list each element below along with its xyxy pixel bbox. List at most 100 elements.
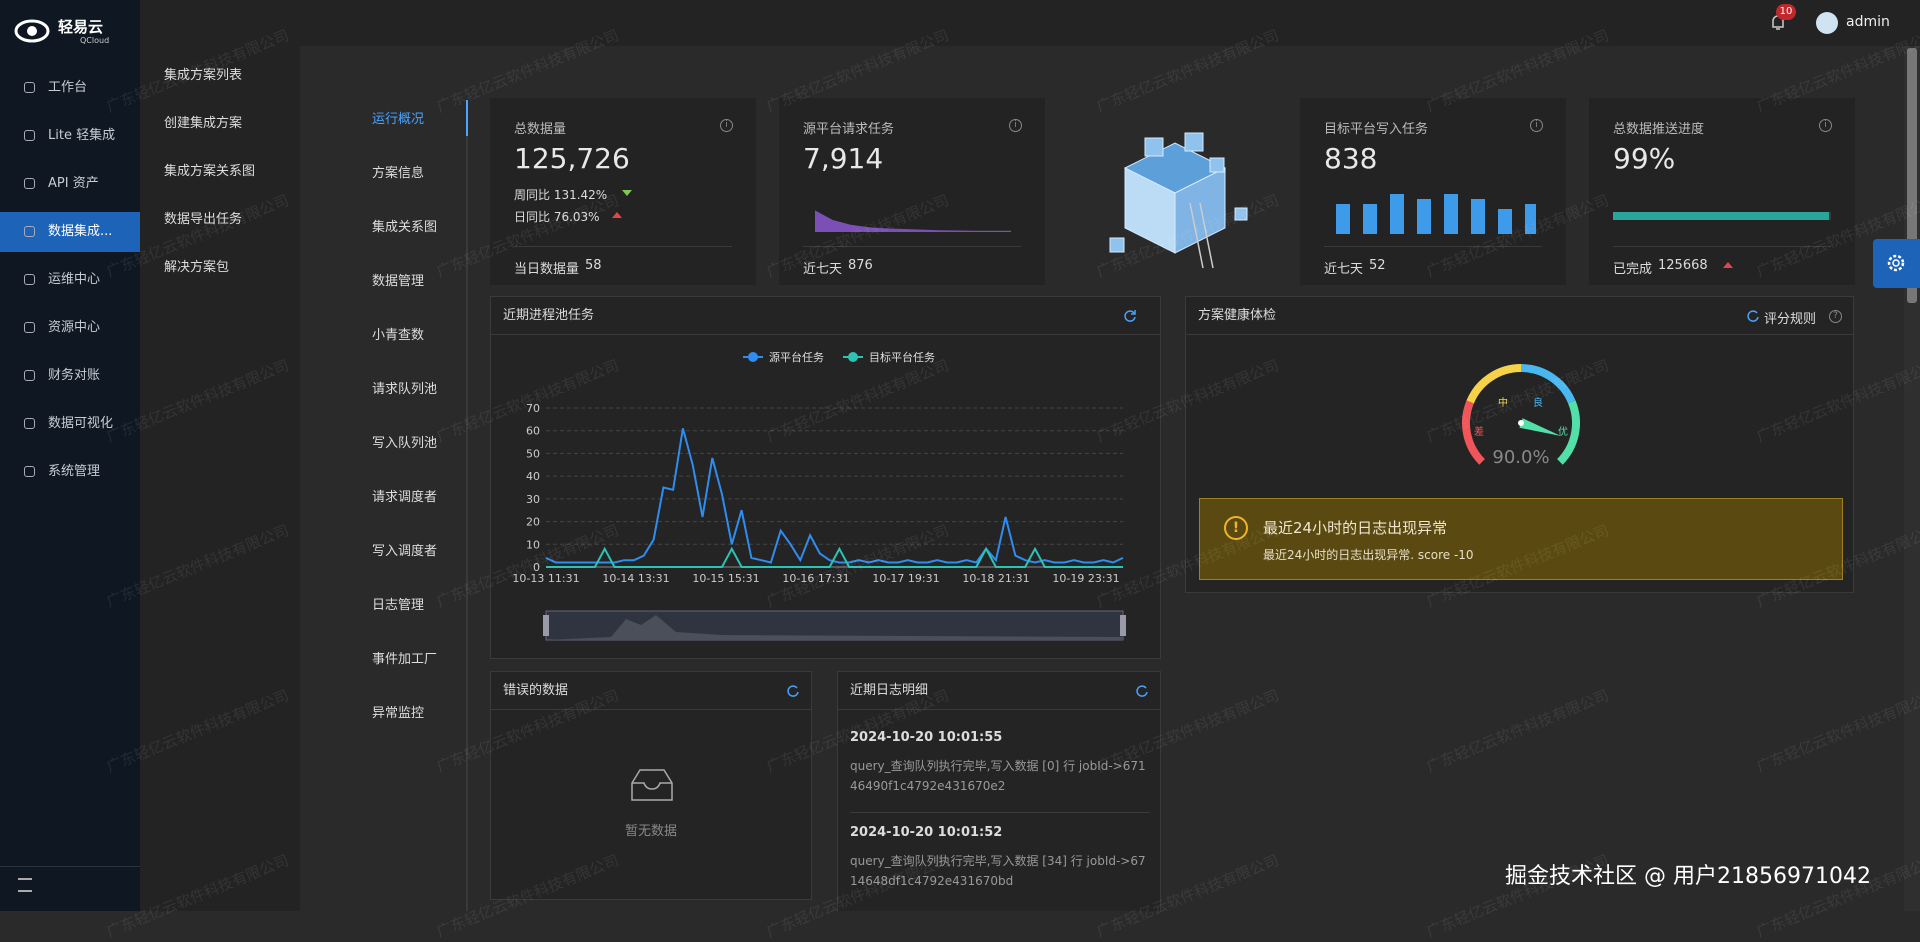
zone-label: 差 [1474, 425, 1484, 438]
card-value: 125,726 [514, 142, 630, 175]
empty-icon [631, 769, 673, 801]
legend-label: 源平台任务 [769, 350, 824, 364]
menu-item[interactable]: 财务对账 [0, 356, 140, 396]
series-line [546, 546, 1123, 568]
scrollbar [1904, 46, 1920, 911]
user-name[interactable]: admin [1846, 14, 1890, 30]
health-panel: 方案健康体检 评分规则 ? 差 中 良优 90.0% ! 最近24小时的日志出现异常 … [1185, 296, 1854, 593]
tab[interactable]: 请求调度者 [372, 490, 438, 505]
refresh-icon[interactable] [786, 684, 800, 698]
menu-item[interactable]: API 资产 [0, 164, 140, 204]
panel-title: 近期进程池任务 [491, 297, 1160, 335]
menu-item[interactable]: 资源中心 [0, 308, 140, 348]
y-tick-label: 60 [526, 425, 540, 438]
info-icon: i [720, 119, 733, 132]
bar [1525, 204, 1536, 234]
bar-chart [1336, 194, 1536, 234]
logo [14, 19, 50, 43]
gauge-label: 90.0% [1492, 447, 1549, 468]
bar [1444, 194, 1458, 234]
menu-icon [24, 226, 35, 237]
info-icon: i [1009, 119, 1022, 132]
log-time: 2024-10-20 10:01:55 [850, 730, 1003, 745]
card-value: 7,914 [803, 142, 884, 175]
menu-icon [24, 466, 35, 477]
menu-item[interactable]: 工作台 [0, 68, 140, 108]
tab[interactable]: 事件加工厂 [372, 652, 438, 667]
menu-item[interactable]: 数据可视化 [0, 404, 140, 444]
y-tick-label: 40 [526, 470, 540, 483]
tab[interactable]: 小青查数 [372, 328, 425, 343]
zone-label: 中 [1498, 396, 1508, 409]
foot-value: 52 [1369, 258, 1386, 273]
credit: 掘金技术社区 @ 用户21856971042 [1505, 864, 1871, 889]
tab[interactable]: 运行概况 [372, 112, 425, 127]
bar [1363, 204, 1377, 234]
gauge-arc [1556, 400, 1580, 465]
legend-dot [748, 352, 758, 362]
stat-card: 总数据量 i 125,726 当日数据量 58 周同比 131.42% 日同比 76.03% [490, 98, 756, 285]
sparkline-area [815, 210, 1011, 232]
tab[interactable]: 写入调度者 [372, 544, 438, 559]
sparkline-chart [815, 210, 1011, 232]
tab[interactable]: 写入队列池 [372, 436, 438, 451]
card-divider [1613, 246, 1831, 247]
empty-text: 暂无数据 [624, 824, 677, 839]
info-icon: i [1819, 119, 1832, 132]
submenu-item[interactable]: 解决方案包 [164, 260, 230, 275]
card-title: 总数据量 [514, 122, 567, 137]
alert-title: 最近24小时的日志出现异常 [1263, 519, 1448, 537]
bar [1417, 199, 1431, 234]
log-divider [850, 812, 1150, 813]
menu-icon [24, 82, 35, 93]
log-time: 2024-10-20 10:01:52 [850, 825, 1003, 840]
submenu-item[interactable]: 数据导出任务 [164, 212, 243, 227]
up-arrow [1723, 257, 1733, 268]
menu-item[interactable]: 系统管理 [0, 452, 140, 492]
menu-item[interactable]: 运维中心 [0, 260, 140, 300]
menu-icon [24, 178, 35, 189]
collapse-icon[interactable] [18, 878, 32, 892]
tab[interactable]: 异常监控 [372, 706, 425, 721]
foot-value: 125668 [1658, 258, 1708, 273]
tab[interactable]: 集成关系图 [372, 220, 438, 235]
menu-item[interactable]: Lite 轻集成 [0, 116, 140, 156]
tab[interactable]: 日志管理 [372, 598, 425, 613]
logs-panel: 近期日志明细 2024-10-20 10:01:55 query_查询队列执行完毕… [837, 671, 1161, 911]
submenu: 集成方案列表 创建集成方案 集成方案关系图 数据导出任务 解决方案包 [140, 0, 300, 911]
zoom-handle[interactable] [1120, 615, 1126, 636]
progress-bar [1613, 212, 1829, 220]
zoom-preview [546, 615, 1123, 640]
x-tick-label: 10-14 13:31 [602, 572, 669, 585]
stat-card: 总数据推送进度 i 99% 已完成 125668 [1589, 98, 1855, 285]
refresh-icon[interactable] [1135, 684, 1149, 698]
watermark: 广东轻亿云软件科技有限公司 [1423, 686, 1612, 776]
menu-icon [24, 274, 35, 285]
submenu-item[interactable]: 创建集成方案 [164, 116, 243, 131]
tab[interactable]: 数据管理 [372, 274, 425, 289]
menu-item[interactable]: 数据集成... [0, 212, 140, 252]
avatar[interactable] [1816, 12, 1838, 34]
card-divider [803, 246, 1021, 247]
tab[interactable]: 方案信息 [372, 166, 425, 181]
bar [1336, 204, 1350, 234]
card-divider [514, 246, 732, 247]
rule-link[interactable]: 评分规则 [1764, 312, 1817, 327]
zoom-handle[interactable] [543, 615, 549, 636]
foot-label: 已完成 [1613, 262, 1653, 277]
settings-button[interactable] [1873, 239, 1920, 288]
submenu-item[interactable]: 集成方案关系图 [164, 164, 256, 179]
refresh-icon[interactable] [1123, 309, 1137, 323]
tab[interactable]: 请求队列池 [372, 382, 438, 397]
x-tick-label: 10-19 23:31 [1052, 572, 1119, 585]
alert: ! 最近24小时的日志出现异常 最近24小时的日志出现异常. score -10 [1199, 498, 1843, 580]
card-value: 99% [1613, 142, 1676, 175]
refresh-icon[interactable] [1746, 309, 1760, 323]
submenu-item[interactable]: 集成方案列表 [164, 68, 243, 83]
tab-indicator [466, 100, 468, 136]
help-icon[interactable]: ? [1829, 310, 1842, 323]
divider [0, 866, 140, 867]
y-tick-label: 20 [526, 516, 540, 529]
day-ratio: 日同比 76.03% [514, 210, 600, 224]
panel-title: 方案健康体检 [1186, 297, 1853, 335]
